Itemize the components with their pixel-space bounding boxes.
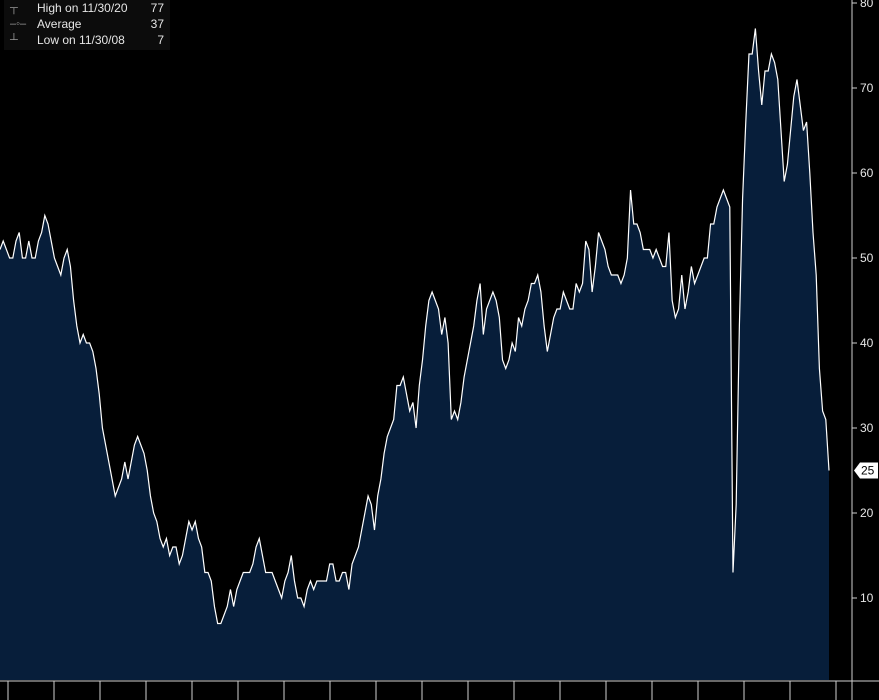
legend-average: –◦– Average 37 [4,16,170,32]
y-tick-label: 30 [860,421,874,435]
y-tick-label: 50 [860,251,874,265]
high-marker-icon: ┬ [10,2,18,14]
last-value-badge-shape [854,462,878,479]
series-line [0,28,830,625]
y-tick-label: 70 [860,81,874,95]
legend-low: ┴ Low on 11/30/08 7 [4,32,170,48]
legend-high-value: 77 [150,1,164,15]
last-value-label: 25 [861,464,875,478]
legend-high: ┬ High on 11/30/20 77 [4,0,170,16]
y-tick-label: 10 [860,591,874,605]
low-marker-icon: ┴ [10,34,18,46]
legend-average-value: 37 [150,17,164,31]
y-tick-label: 20 [860,506,874,520]
x-axis [0,680,879,700]
legend-low-value: 7 [157,33,164,47]
y-tick-label: 60 [860,166,874,180]
legend-low-label: Low on 11/30/08 [37,33,125,47]
legend-high-label: High on 11/30/20 [37,1,128,15]
legend: ┬ High on 11/30/20 77 –◦– Average 37 ┴ L… [4,0,170,50]
legend-average-label: Average [37,17,82,31]
series-area [0,28,829,680]
last-value-badge: 25 [854,462,878,479]
average-marker-icon: –◦– [10,18,27,30]
y-axis: 10 20 30 40 50 60 70 80 [851,0,874,700]
y-tick-label: 80 [860,0,874,10]
y-tick-label: 40 [860,336,874,350]
